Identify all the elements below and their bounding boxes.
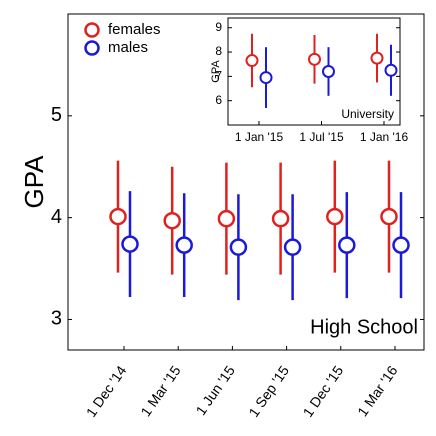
mean-marker	[271, 209, 290, 228]
y-tick-label: 3	[51, 308, 62, 330]
mean-marker	[326, 207, 344, 226]
x-tick-label: 1 Jan '16	[360, 130, 409, 144]
legend-marker	[84, 40, 100, 56]
legend-label: males	[108, 39, 148, 56]
legend-label: females	[108, 21, 161, 38]
mean-marker	[121, 235, 139, 253]
y-axis-label: GPA	[19, 155, 49, 209]
annotation: University	[341, 107, 394, 121]
y-tick-label: 6	[215, 93, 222, 107]
mean-marker	[380, 207, 398, 226]
mean-marker	[322, 65, 335, 78]
x-tick-label: 1 Dec '14	[83, 363, 130, 420]
x-tick-label: 1 Dec '15	[300, 363, 347, 420]
mean-marker	[283, 238, 302, 256]
y-tick-label: 5	[51, 104, 62, 126]
y-tick-label: 9	[215, 20, 222, 34]
mean-marker	[384, 63, 398, 77]
x-tick-label: 1 Jul '15	[299, 130, 344, 144]
legend-marker	[84, 22, 100, 38]
mean-marker	[217, 209, 236, 228]
x-tick-label: 1 Jan '15	[235, 130, 284, 144]
mean-marker	[175, 236, 193, 254]
y-tick-label: 4	[51, 206, 62, 228]
x-tick-label: 1 Mar '15	[137, 362, 183, 419]
x-tick-label: 1 Mar '16	[354, 362, 400, 419]
mean-marker	[163, 211, 181, 230]
mean-marker	[229, 238, 248, 256]
main-axes-frame	[67, 13, 425, 351]
mean-marker	[370, 51, 384, 65]
y-tick-label: 8	[215, 44, 222, 58]
mean-marker	[392, 236, 410, 254]
mean-marker	[245, 54, 259, 68]
x-tick-label: 1 Sep '15	[245, 363, 292, 420]
y-tick-label: 7	[215, 69, 222, 83]
annotation: High School	[310, 316, 418, 338]
mean-marker	[308, 52, 321, 66]
mean-marker	[259, 71, 273, 85]
x-tick-label: 1 Jun '15	[192, 362, 238, 418]
mean-marker	[338, 236, 356, 254]
mean-marker	[109, 207, 127, 226]
y-axis-label: GPA	[210, 60, 222, 83]
